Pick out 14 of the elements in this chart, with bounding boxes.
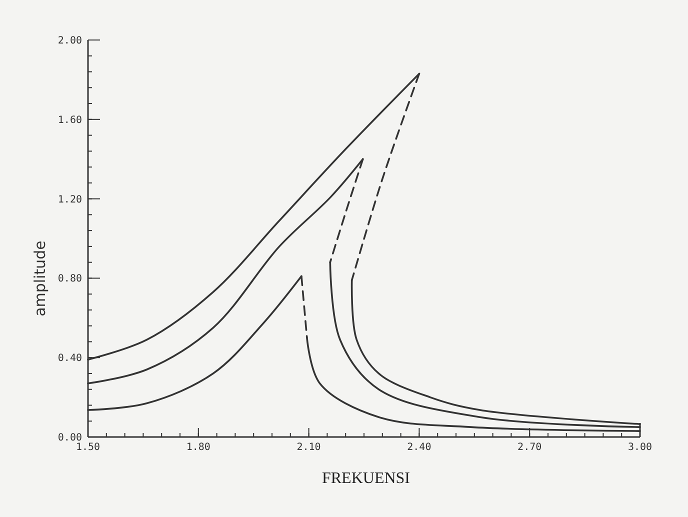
y-axis-title: amplitude xyxy=(31,240,49,316)
x-tick-label: 2.40 xyxy=(407,442,432,453)
y-tick-label: 0.40 xyxy=(58,353,82,364)
y-tick-label: 1.60 xyxy=(58,114,82,126)
x-tick-label: 2.10 xyxy=(296,442,321,453)
y-tick-label: 2.00 xyxy=(58,36,82,46)
y-tick-label: 0.00 xyxy=(58,432,82,444)
y-tick-label: 0.80 xyxy=(58,274,82,285)
x-tick-label: 1.50 xyxy=(76,442,100,453)
x-tick-label: 2.70 xyxy=(518,442,542,453)
x-tick-label: 1.80 xyxy=(186,442,210,453)
x-axis-title: FREKUENSI xyxy=(322,470,410,487)
y-tick-label: 1.20 xyxy=(58,194,82,206)
x-tick-label: 3.00 xyxy=(628,442,652,453)
